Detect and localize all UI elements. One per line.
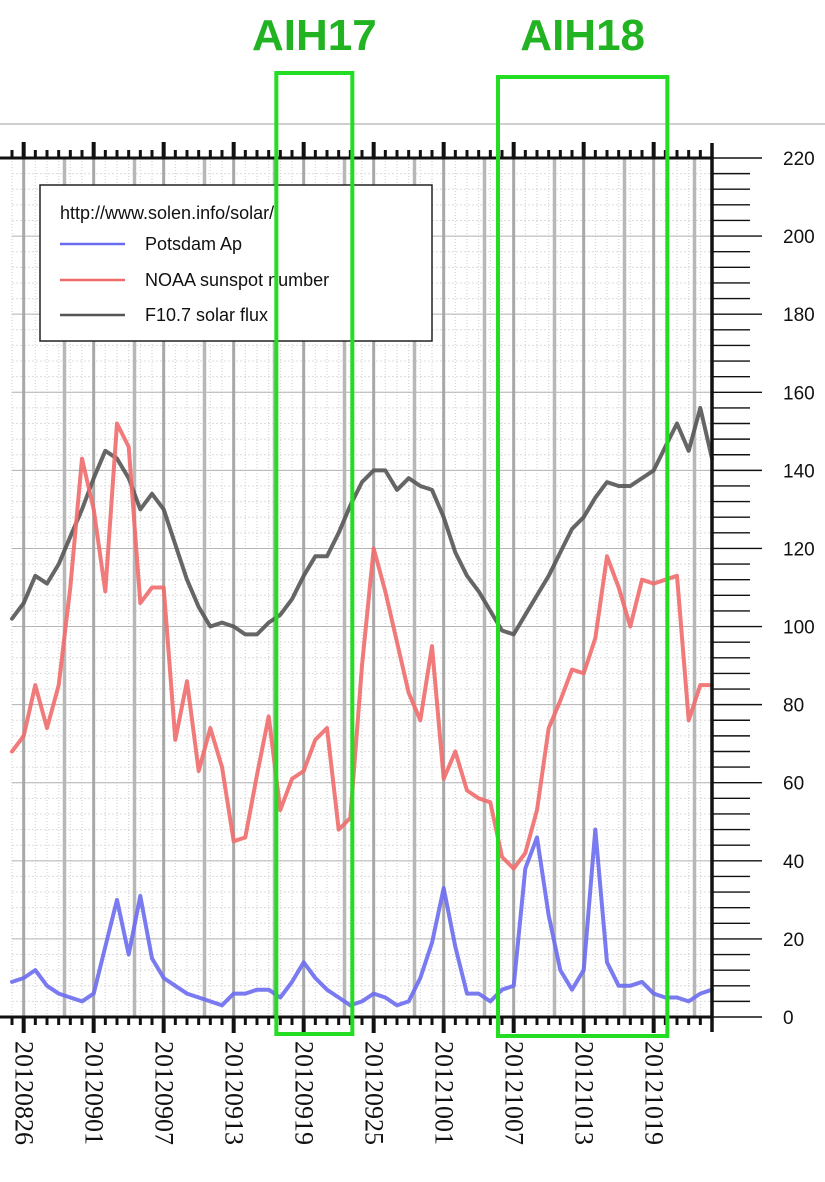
series-line-f10-7-solar-flux [10, 405, 714, 637]
series-layer [10, 405, 714, 1008]
annotation-box-aih18 [496, 75, 670, 1038]
y-tick-label: 180 [783, 305, 815, 326]
series-line-potsdam-ap [10, 827, 714, 1008]
series-line-noaa-sunspot-number [10, 421, 714, 871]
y-tick-label: 120 [783, 539, 815, 560]
y-tick-label: 200 [783, 227, 815, 248]
y-tick-label: 20 [783, 930, 804, 951]
y-tick-label: 220 [783, 149, 815, 170]
x-tick-label: 20120901 [80, 1041, 109, 1145]
x-tick-label: 20121019 [640, 1041, 669, 1145]
annotation-label-aih18: AIH18 [520, 11, 645, 60]
legend-entry-0: Potsdam Ap [145, 234, 242, 254]
x-tick-label: 20120925 [360, 1041, 389, 1145]
y-tick-label: 160 [783, 383, 815, 404]
axes [0, 142, 762, 1033]
legend-entry-2: F10.7 solar flux [145, 305, 268, 325]
x-tick-label: 20120826 [10, 1041, 39, 1145]
x-tick-labels: 20120826 20120901 20120907 20120913 20120919… [10, 1041, 669, 1145]
annotation-label-aih17: AIH17 [252, 11, 377, 60]
y-tick-label: 0 [783, 1008, 794, 1029]
y-tick-labels: 0 20 40 60 80 100 120 140 160 180 200 220 [783, 149, 815, 1029]
y-tick-label: 100 [783, 618, 815, 639]
y-tick-label: 80 [783, 696, 804, 717]
y-tick-label: 40 [783, 852, 804, 873]
legend-entry-1: NOAA sunspot number [145, 270, 329, 290]
legend-source: http://www.solen.info/solar/ [60, 203, 274, 223]
x-tick-label: 20121001 [430, 1041, 459, 1145]
annotations: AIH17 AIH18 [252, 11, 670, 1038]
x-tick-label: 20120913 [220, 1041, 249, 1145]
x-tick-label: 20121007 [500, 1041, 529, 1145]
annotation-box-aih17 [274, 71, 355, 1036]
y-tick-label: 140 [783, 461, 815, 482]
y-tick-label: 60 [783, 774, 804, 795]
legend: http://www.solen.info/solar/ Potsdam Ap … [39, 184, 433, 342]
x-tick-label: 20121013 [570, 1041, 599, 1145]
x-tick-label: 20120919 [290, 1041, 319, 1145]
x-tick-label: 20120907 [150, 1041, 179, 1145]
